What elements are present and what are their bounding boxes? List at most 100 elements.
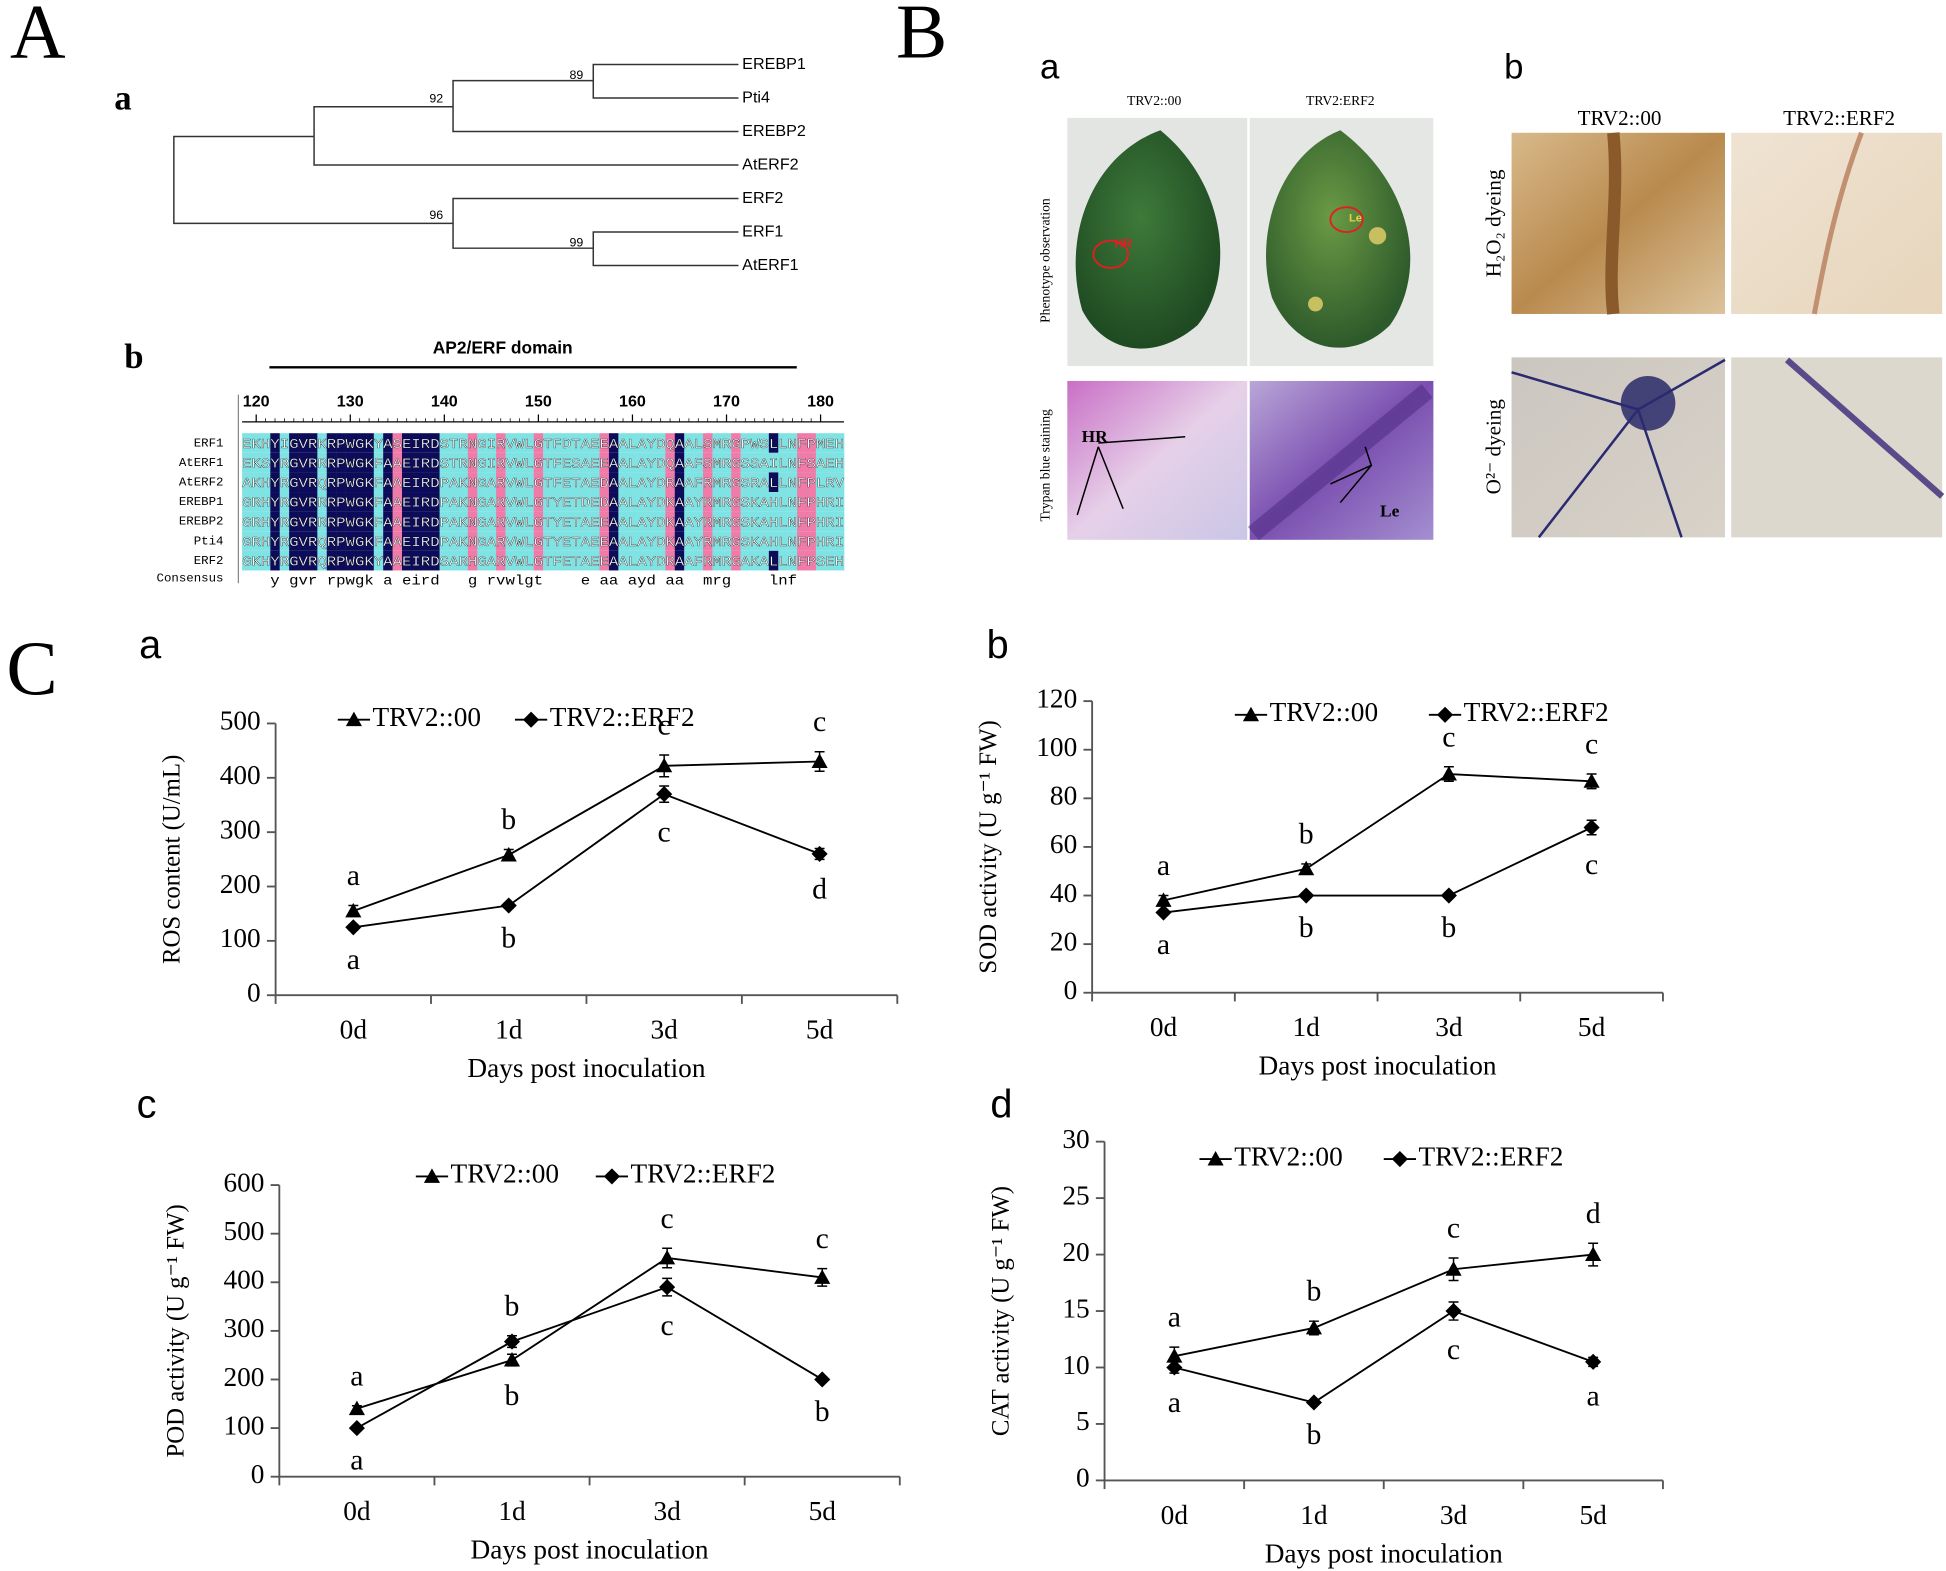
row-name: ERF1 [194,436,224,450]
residue-bg [665,550,676,571]
residue-bg [637,550,647,571]
residue-bg [439,472,450,493]
significance-letter: a [347,943,360,976]
residue-bg [834,511,845,532]
leaf-label: Pti4 [742,88,770,106]
residue-bg [806,472,817,493]
residue-bg [740,511,751,532]
sequence-text: GRHYRGVRRRPWGKFAAEIRDPAKNGARVWLGTYETDEDA… [242,497,844,512]
residue-bg [712,433,723,453]
residue-bg [364,531,375,551]
residue-bg [543,492,553,512]
significance-letter: b [1299,911,1314,944]
residue-bg [420,433,431,453]
branch [173,135,454,225]
residue-bg [298,550,309,571]
significance-letter: b [1441,911,1456,944]
x-tick-label: 0d [1161,1500,1189,1530]
significance-letter: c [661,1309,674,1342]
residue-bg [693,452,704,473]
series [345,750,828,918]
marker [603,1168,620,1185]
x-tick-label: 0d [1150,1012,1178,1042]
residue-bg [430,452,440,473]
residue-bg [731,472,741,493]
y-tick-label: 15 [1062,1293,1089,1323]
residue-bg [787,452,798,473]
residue-bg [486,452,497,473]
significance-letter: a [1157,928,1170,961]
series [1155,819,1600,921]
residue-bg [514,433,525,453]
y-tick-label: 200 [223,1362,264,1392]
residue-bg [684,433,694,453]
branch [452,197,739,249]
residue-bg [514,452,525,473]
residue-bg [561,550,572,571]
sequence: EKHYIGVRKRPWGKYASEIRDSTRNGIRVWLGTFDTAEEA… [242,433,845,453]
residue-bg [524,472,534,493]
circle [1092,239,1130,269]
residue-bg [561,472,572,493]
series-line [1163,826,1592,914]
residue-bg [674,511,685,532]
residue-bg [693,531,704,551]
residue-bg [797,531,807,551]
y-tick-label: 100 [220,923,261,953]
marker [1440,887,1457,904]
residue-bg [731,550,741,571]
residue-bg [317,531,328,551]
residue-bg [449,511,459,532]
marker [1445,1302,1462,1320]
panel-label: a [1040,49,1060,87]
residue-bg [768,492,779,512]
residue-bg [383,472,393,493]
residue-bg [486,472,497,493]
photo [1731,357,1943,538]
residue-bg [279,472,290,493]
residue-bg [590,531,600,551]
residue-bg [825,433,835,453]
residue-bg [449,472,459,493]
consensus-text: y gvr rpwgk a eird g rvwlgt e aa ayd aa … [242,574,797,589]
residue-bg [590,433,600,453]
marker [500,897,517,914]
residue-bg [721,452,732,473]
photo-panel-a [1067,117,1434,541]
column-label: TRV2::00 [1127,93,1181,108]
residue-bg [740,531,751,551]
residue-bg [383,550,393,571]
sequence-text: EKHYIGVRKRPWGKYASEIRDSTRNGIRVWLGTFDTAEEA… [242,438,844,453]
residue-bg [467,433,478,453]
residue-bg [731,433,741,453]
marker [656,757,673,773]
series [345,785,828,936]
residue-bg [665,433,676,453]
residue-bg [759,511,770,532]
sequence: GRHYRGVRRRPWGKFAAEIRDPAKNGARVWLGTYETDEDA… [242,492,845,512]
legend-label: TRV2::ERF2 [550,702,695,732]
residue-bg [439,452,450,473]
residue-bg [599,550,610,571]
residue-bg [326,452,337,473]
residue-bg [420,531,431,551]
residue-bg [806,433,817,453]
residue-bg [834,452,845,473]
x-axis-label: Days post inoculation [467,1053,705,1083]
residue-bg [721,550,732,571]
residue-bg [806,550,817,571]
vein [1511,358,1726,539]
y-tick-label: 100 [223,1410,264,1440]
residue-bg [552,550,563,571]
x-axis-label: Days post inoculation [1265,1538,1503,1568]
residue-bg [477,472,487,493]
residue-bg [571,511,581,532]
residue-bg [289,452,299,473]
residue-bg [712,472,723,493]
y-tick-label: 30 [1062,1124,1089,1154]
ruler-label: 140 [431,392,458,410]
residue-bg [392,452,403,473]
y-tick-label: 25 [1062,1180,1089,1210]
residue-bg [383,511,393,532]
